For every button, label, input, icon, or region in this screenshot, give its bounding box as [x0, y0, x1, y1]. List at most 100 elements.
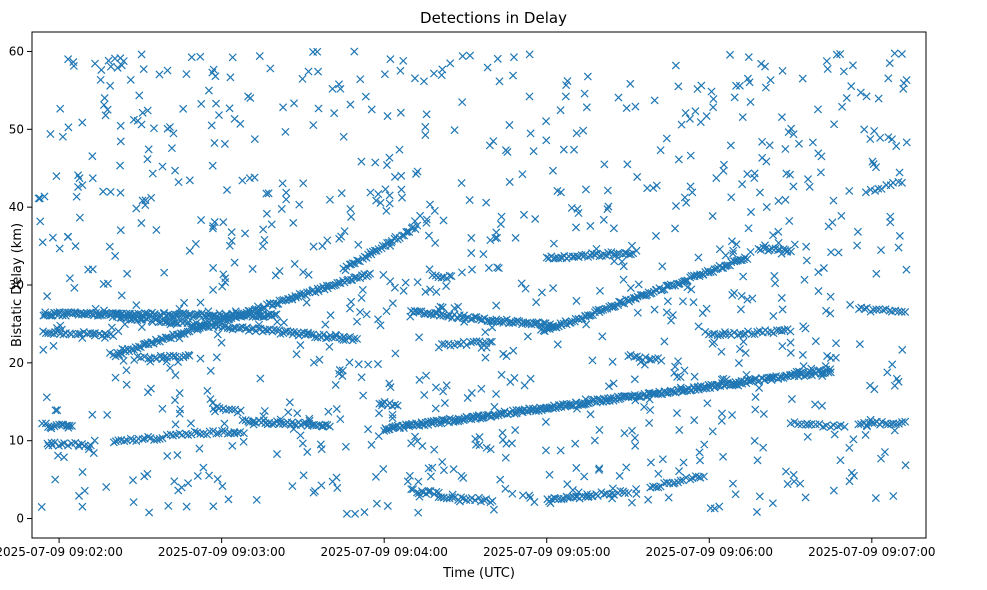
detection-point [750, 169, 759, 178]
track-point [350, 334, 359, 343]
detection-point [346, 100, 355, 109]
track-point [144, 432, 153, 441]
detection-point [390, 172, 399, 181]
track-point [47, 438, 56, 447]
detection-point [260, 235, 269, 244]
detection-point [163, 124, 172, 133]
detection-point [800, 275, 809, 284]
detection-point [184, 479, 193, 488]
detection-point [572, 296, 581, 305]
detection-point [374, 315, 383, 324]
detection-point [744, 53, 753, 62]
detection-point [670, 368, 679, 377]
detection-point [106, 62, 115, 71]
detection-point [133, 116, 142, 125]
detection-point [619, 275, 628, 284]
track-point [523, 318, 532, 327]
detection-point [350, 47, 359, 56]
track-point [100, 329, 109, 339]
detection-point [414, 508, 423, 517]
detection-point [755, 492, 764, 501]
detection-point [177, 483, 186, 492]
track-point [305, 288, 314, 297]
track-point [826, 365, 835, 374]
detection-point [314, 67, 323, 76]
detection-point [364, 360, 373, 369]
detection-point [604, 382, 613, 391]
detection-point [572, 129, 581, 138]
detection-point [738, 113, 747, 122]
detection-point [680, 193, 689, 202]
detection-point [743, 74, 752, 83]
detection-point [256, 374, 265, 383]
detection-point [359, 391, 368, 400]
detection-point [457, 268, 466, 277]
track-point [648, 389, 657, 398]
detection-point [317, 445, 326, 454]
detection-point [509, 346, 518, 355]
detection-point [842, 93, 851, 103]
detection-point [630, 375, 639, 384]
detection-point [488, 323, 497, 332]
detection-point [836, 50, 845, 59]
detection-point [459, 473, 468, 483]
detection-point [719, 452, 728, 461]
detection-point [138, 108, 147, 117]
detection-point [580, 89, 589, 98]
detection-point [84, 265, 93, 274]
detection-point [56, 104, 65, 113]
detection-point [206, 395, 215, 404]
detection-point [386, 55, 395, 64]
detection-point [75, 213, 84, 222]
detection-point [501, 484, 510, 493]
detection-point [603, 186, 612, 195]
detection-point [415, 333, 424, 342]
track-point [508, 318, 517, 327]
detection-point [34, 194, 43, 203]
detection-point [217, 338, 226, 347]
detection-point [84, 445, 93, 454]
detection-point [781, 195, 790, 204]
detection-point [331, 380, 340, 389]
detection-point [103, 279, 112, 288]
detection-point [446, 59, 455, 68]
detection-point [302, 298, 311, 307]
detection-point [385, 153, 394, 162]
detection-point [103, 410, 112, 419]
detection-point [386, 277, 395, 286]
detection-point [830, 430, 839, 439]
detection-point [64, 55, 73, 64]
detection-point [163, 66, 172, 75]
x-tick-label: 2025-07-09 09:05:00 [483, 545, 610, 559]
detection-point [517, 279, 526, 288]
detection-point [465, 51, 475, 60]
detection-point [421, 122, 430, 131]
detection-point [829, 486, 838, 495]
detection-point [385, 199, 394, 208]
detection-point [415, 375, 424, 384]
detection-point [430, 445, 439, 454]
detection-point [553, 340, 562, 349]
track-point [50, 438, 59, 447]
detection-point [693, 85, 702, 94]
detection-point [97, 65, 106, 74]
track-point [601, 304, 610, 313]
detection-point [507, 439, 516, 448]
detection-point [623, 160, 632, 169]
detection-point [89, 449, 98, 458]
detection-point [894, 243, 903, 252]
detection-point [520, 381, 529, 390]
track-point [693, 382, 703, 391]
detection-point [289, 218, 298, 227]
detection-point [603, 205, 612, 214]
detection-point [70, 283, 79, 292]
detection-point [132, 204, 141, 213]
detection-point [778, 305, 787, 314]
detection-point [347, 212, 356, 221]
track-point [675, 279, 684, 288]
detection-point [419, 77, 428, 86]
detection-point [410, 74, 419, 83]
detection-point [196, 354, 205, 363]
detection-point [758, 137, 767, 146]
detection-point [458, 52, 467, 61]
